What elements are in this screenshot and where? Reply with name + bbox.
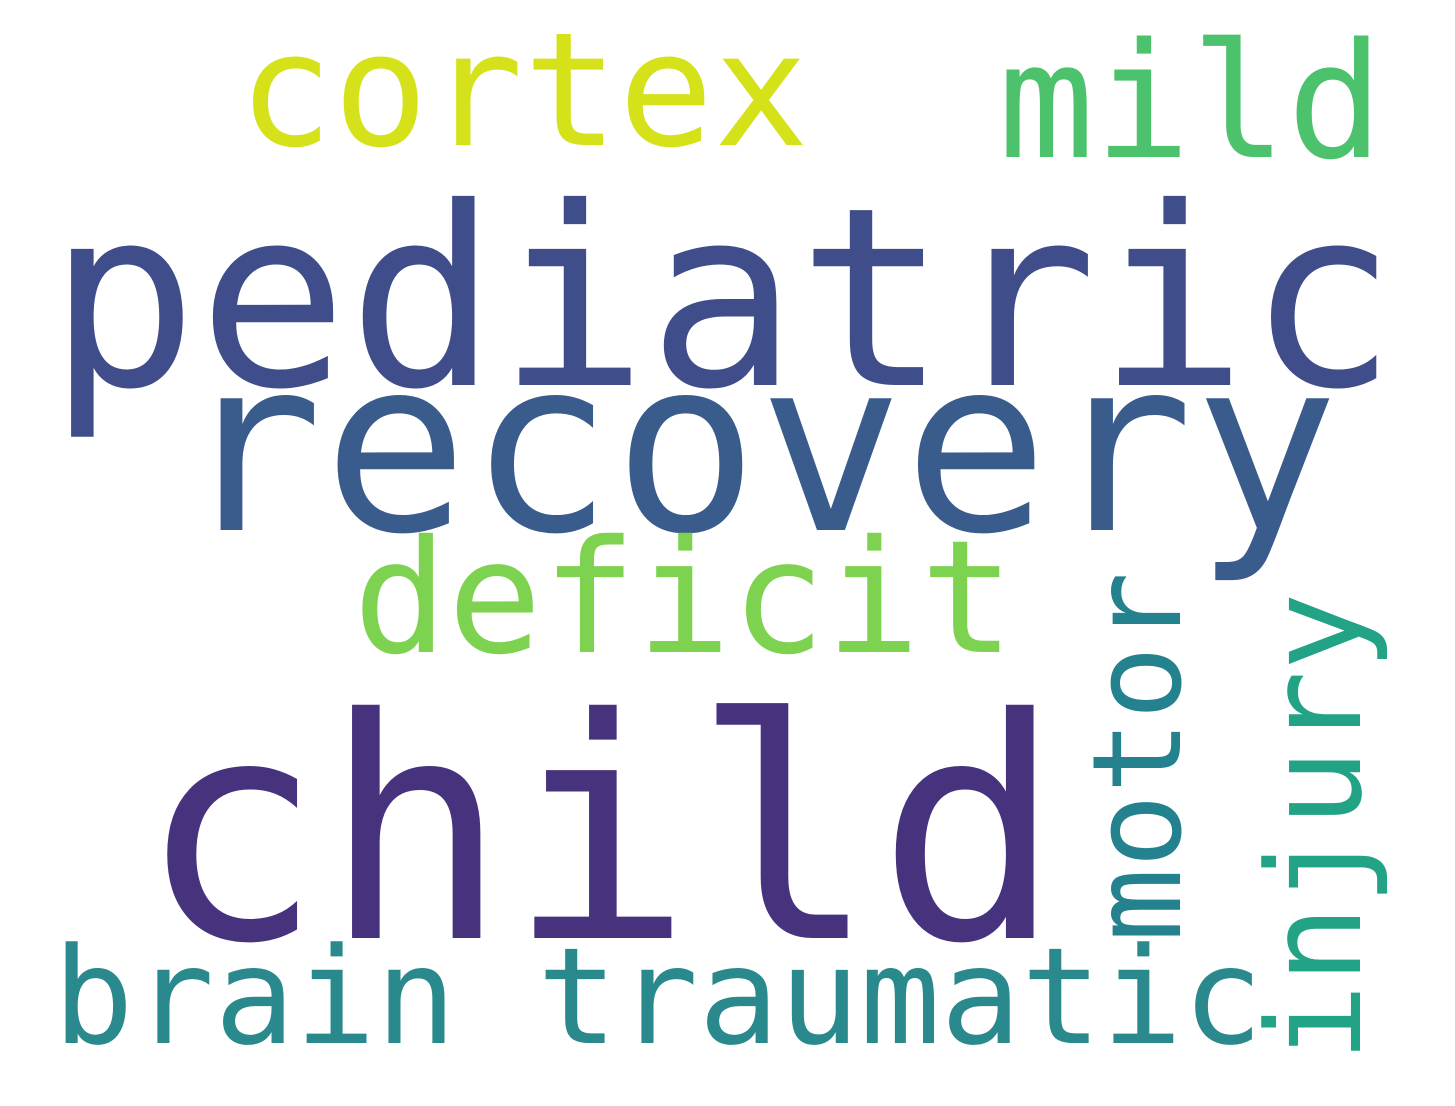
word: brain traumatic [53, 919, 1263, 1075]
word: child [138, 654, 1062, 1011]
word: motor [1067, 572, 1210, 942]
word: recovery [178, 306, 1339, 587]
word: cortex [238, 0, 809, 183]
word: injury [1239, 592, 1391, 1062]
word: pediatric [48, 154, 1397, 444]
word: deficit [353, 507, 1015, 690]
word: mild [998, 8, 1383, 195]
